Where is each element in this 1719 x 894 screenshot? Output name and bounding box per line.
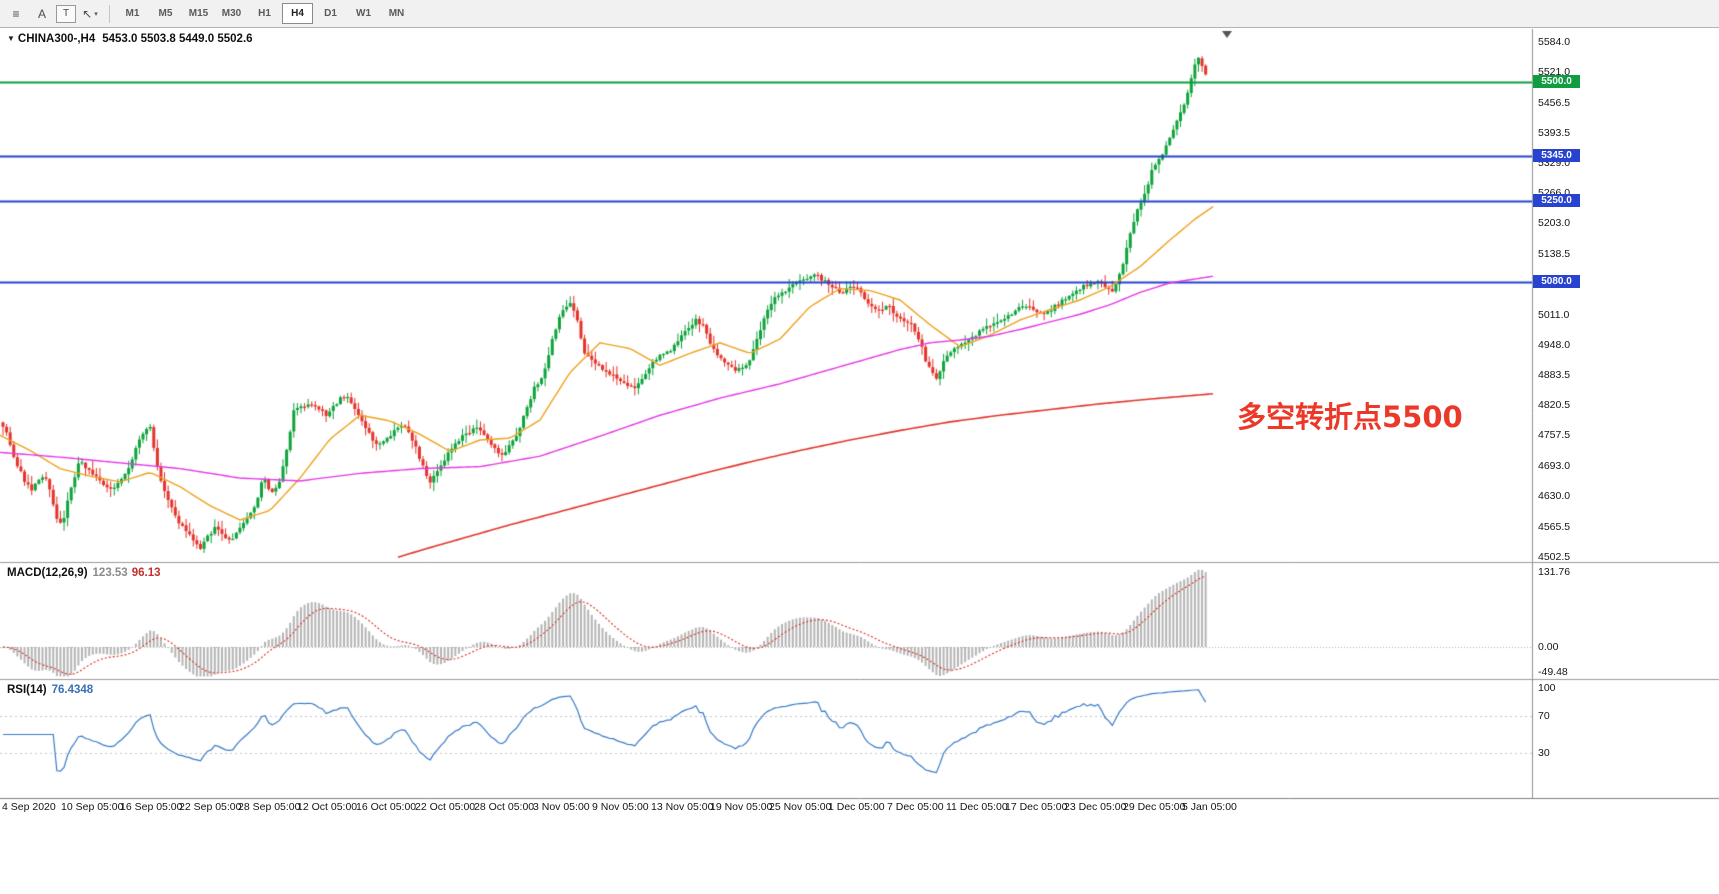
time-axis-label: 19 Nov 05:00 <box>710 801 773 813</box>
macd-signal-value-label: 96.13 <box>131 567 161 579</box>
time-axis-label: 17 Dec 05:00 <box>1005 801 1068 813</box>
chevron-down-icon: ▾ <box>94 10 98 18</box>
macd-value-label: 123.53 <box>92 567 128 579</box>
time-axis-label: 11 Dec 05:00 <box>946 801 1008 813</box>
ohlc-label: 5453.0 5503.8 5449.0 5502.6 <box>102 33 253 45</box>
timeframe-m1-button[interactable]: M1 <box>125 8 140 19</box>
timeframe-d1-button[interactable]: D1 <box>324 8 337 19</box>
price-axis-tick: 4883.5 <box>1538 369 1571 382</box>
price-axis-tick: 4757.5 <box>1538 429 1571 442</box>
macd-name-label: MACD(12,26,9) <box>7 567 88 579</box>
time-axis-label: 10 Sep 05:00 <box>61 801 124 813</box>
time-axis-label: 7 Dec 05:00 <box>887 801 944 813</box>
time-axis-label: 28 Oct 05:00 <box>474 801 535 813</box>
price-axis-tick: 5584.0 <box>1538 35 1571 48</box>
time-axis-label: 22 Sep 05:00 <box>179 801 242 813</box>
chart-annotation-text[interactable]: 多空转折点5500 <box>1237 400 1463 434</box>
rsi-value-label: 76.4348 <box>51 684 94 696</box>
time-axis-label: 25 Nov 05:00 <box>769 801 832 813</box>
time-axis-label: 1 Dec 05:00 <box>828 801 885 813</box>
timeframe-m15-button[interactable]: M15 <box>188 8 209 19</box>
toolbar: ≡ A T ↖ ▾ M1 M5 M15 M30 H1 H4 D1 W1 MN <box>0 0 1719 28</box>
drawing-tools-group: ≡ A T ↖ ▾ <box>3 3 103 25</box>
time-axis-label: 13 Nov 05:00 <box>651 801 714 813</box>
timeframe-mn-button[interactable]: MN <box>388 8 405 19</box>
time-axis-label: 12 Oct 05:00 <box>297 801 358 813</box>
price-level-tag: 5345.0 <box>1533 149 1580 163</box>
time-axis-label: 5 Jan 05:00 <box>1182 801 1237 813</box>
price-level-tag: 5500.0 <box>1533 75 1580 89</box>
timeframe-w1-button[interactable]: W1 <box>356 8 371 19</box>
time-axis-label: 22 Oct 05:00 <box>415 801 476 813</box>
time-axis-label: 4 Sep 2020 <box>2 801 56 813</box>
timeframe-h4-button[interactable]: H4 <box>282 3 313 24</box>
price-axis-tick: 5203.0 <box>1538 217 1571 230</box>
price-axis-tick: 4630.0 <box>1538 490 1571 503</box>
time-axis-label: 16 Sep 05:00 <box>120 801 183 813</box>
price-axis-tick: 5456.5 <box>1538 96 1571 109</box>
price-level-tag: 5080.0 <box>1533 275 1580 289</box>
price-axis-tick: 4693.0 <box>1538 460 1571 473</box>
chart-tools-icon[interactable]: ≡ <box>12 6 20 21</box>
price-axis-tick: 4565.5 <box>1538 520 1571 533</box>
timeframe-group: M1 M5 M15 M30 H1 H4 D1 W1 MN <box>116 3 413 24</box>
price-axis-tick: 5521.0 <box>1538 65 1571 78</box>
price-axis-tick: 4820.5 <box>1538 399 1571 412</box>
macd-axis-tick: 0.00 <box>1538 641 1559 653</box>
macd-axis-tick: 131.76 <box>1538 566 1571 578</box>
text-label-icon[interactable]: A <box>37 6 46 21</box>
arrow-objects-icon[interactable]: ↖ ▾ <box>82 6 98 21</box>
timeframe-m30-button[interactable]: M30 <box>221 8 242 19</box>
text-box-icon[interactable]: T <box>56 4 76 23</box>
rsi-axis-tick: 30 <box>1538 747 1550 760</box>
price-axis-tick: 5393.5 <box>1538 126 1571 139</box>
time-axis-label: 28 Sep 05:00 <box>238 801 301 813</box>
rsi-axis-tick: 70 <box>1538 709 1550 722</box>
price-level-tag: 5250.0 <box>1533 194 1580 208</box>
macd-label-row: MACD(12,26,9) 123.53 96.13 <box>7 567 161 579</box>
macd-axis-tick: -49.48 <box>1538 666 1568 678</box>
collapse-triangle-icon[interactable]: ▼ <box>7 34 15 43</box>
timeframe-h1-button[interactable]: H1 <box>258 8 271 19</box>
rsi-axis-tick: 100 <box>1538 682 1556 695</box>
price-axis-tick: 4948.0 <box>1538 338 1571 351</box>
rsi-name-label: RSI(14) <box>7 684 47 696</box>
time-axis-label: 23 Dec 05:00 <box>1064 801 1127 813</box>
time-axis-label: 3 Nov 05:00 <box>533 801 590 813</box>
time-axis-label: 9 Nov 05:00 <box>592 801 649 813</box>
rsi-label-row: RSI(14) 76.4348 <box>7 684 93 696</box>
time-axis-label: 29 Dec 05:00 <box>1123 801 1186 813</box>
price-axis-tick: 5138.5 <box>1538 248 1571 261</box>
symbol-timeframe-label: CHINA300-,H4 <box>17 33 96 45</box>
time-axis-label: 16 Oct 05:00 <box>356 801 417 813</box>
toolbar-separator <box>109 4 110 23</box>
price-axis-tick: 5011.0 <box>1538 308 1570 321</box>
chart-title-row: ▼ CHINA300-,H4 5453.0 5503.8 5449.0 5502.6 <box>7 33 253 45</box>
timeframe-m5-button[interactable]: M5 <box>158 8 173 19</box>
price-axis-tick: 4502.5 <box>1538 550 1571 563</box>
